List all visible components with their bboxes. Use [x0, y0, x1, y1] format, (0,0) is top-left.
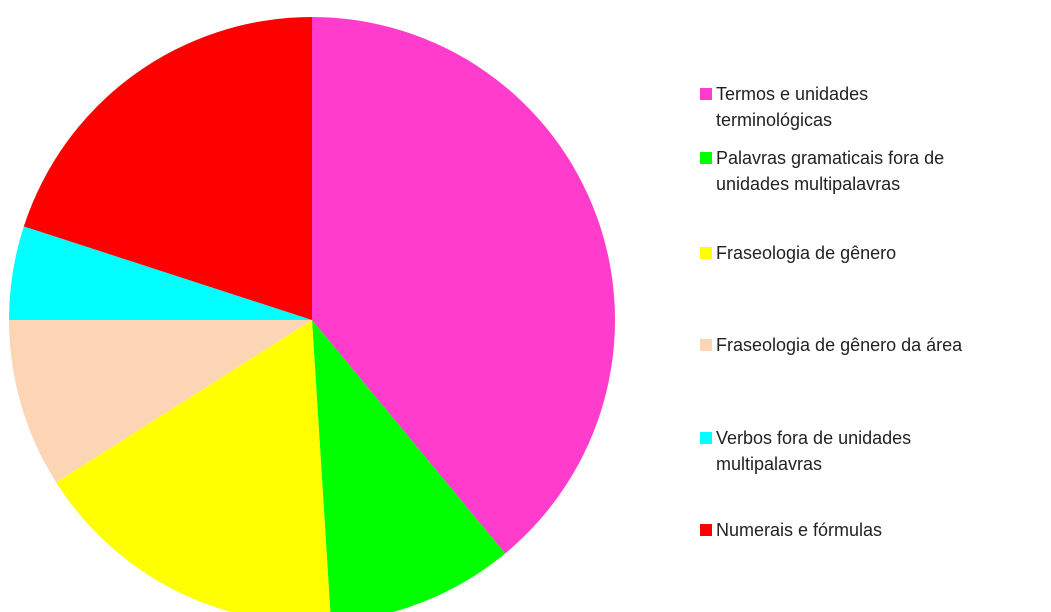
legend-label: Fraseologia de gênero da área [716, 335, 963, 355]
pie-slice [56, 320, 331, 612]
legend-item: Termos e unidades terminológicas [700, 81, 986, 133]
legend-label: Termos e unidades terminológicas [716, 84, 869, 130]
pie-slice [23, 17, 313, 320]
legend-label: Verbos fora de unidades multipalavras [716, 428, 912, 474]
legend-item: Verbos fora de unidades multipalavras [700, 425, 986, 477]
legend-swatch [700, 88, 712, 100]
legend-swatch [700, 524, 712, 536]
legend-swatch [700, 339, 712, 351]
legend-label: Fraseologia de gênero [716, 243, 897, 263]
legend-item: Palavras gramaticais fora de unidades mu… [700, 145, 986, 197]
legend-swatch [700, 152, 712, 164]
chart [9, 17, 616, 612]
pie-slice [9, 226, 312, 320]
legend-label: Numerais e fórmulas [716, 520, 883, 540]
pie-slice [312, 320, 506, 612]
legend-item: Numerais e fórmulas [700, 517, 986, 543]
legend-label: Palavras gramaticais fora de unidades mu… [716, 148, 945, 194]
legend-item: Fraseologia de gênero [700, 240, 986, 266]
legend-swatch [700, 432, 712, 444]
pie-slice [312, 17, 616, 554]
pie-slice [9, 320, 312, 483]
legend-item: Fraseologia de gênero da área [700, 332, 1051, 358]
legend-swatch [700, 247, 712, 259]
